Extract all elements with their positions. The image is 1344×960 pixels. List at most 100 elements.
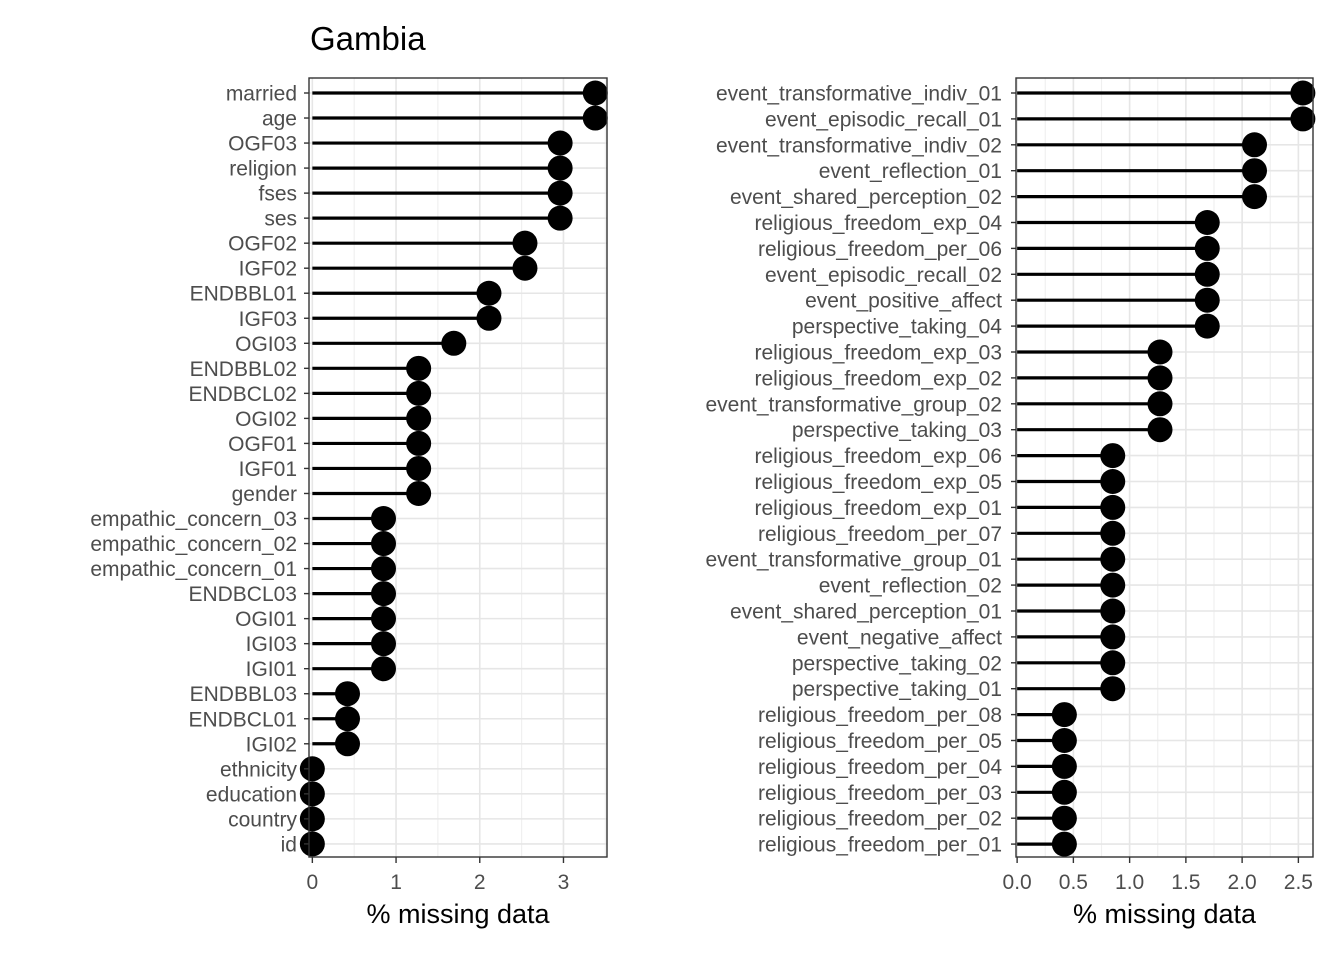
chart-title: Gambia: [310, 20, 426, 57]
data-point: [371, 631, 396, 657]
y-tick-label: perspective_taking_03: [792, 419, 1002, 442]
panel-border: [1015, 77, 1314, 858]
y-tick-label: OGI01: [235, 608, 297, 631]
data-point: [406, 380, 432, 406]
data-point: [1100, 598, 1126, 624]
data-point: [1194, 287, 1220, 313]
y-tick-label: gender: [232, 483, 297, 506]
y-tick-label: religious_freedom_exp_03: [755, 342, 1003, 365]
data-point: [406, 455, 432, 481]
x-tick-label: 0: [307, 871, 319, 894]
data-point: [1051, 728, 1077, 753]
y-tick-label: IGF02: [239, 258, 297, 281]
data-point: [1100, 572, 1126, 598]
y-tick-label: religious_freedom_exp_06: [755, 445, 1003, 468]
y-tick-label: event_transformative_group_02: [705, 393, 1002, 416]
data-point: [1147, 417, 1173, 443]
data-point: [1194, 313, 1220, 339]
y-tick-label: event_shared_perception_02: [730, 186, 1002, 209]
y-tick-label: ENDBCL01: [188, 708, 297, 731]
data-point: [1100, 520, 1126, 546]
y-tick-label: IGF01: [239, 458, 297, 481]
x-tick-label: 2.5: [1284, 871, 1313, 894]
x-tick-label: 3: [558, 871, 570, 894]
y-tick-label: IGF03: [239, 308, 297, 331]
data-point: [582, 105, 608, 131]
data-point: [299, 806, 325, 832]
y-tick-label: age: [262, 108, 297, 131]
y-tick-label: event_reflection_02: [819, 575, 1002, 598]
data-point: [335, 706, 361, 732]
y-tick-label: religious_freedom_exp_05: [755, 471, 1003, 494]
y-tick-label: ENDBCL02: [188, 383, 297, 406]
y-tick-label: perspective_taking_02: [792, 652, 1002, 675]
data-point: [406, 480, 432, 506]
data-point: [547, 180, 573, 206]
data-point: [547, 205, 573, 231]
data-point: [1051, 779, 1077, 805]
y-tick-label: event_transformative_group_01: [705, 549, 1002, 572]
data-point: [476, 305, 502, 331]
y-tick-label: country: [228, 808, 297, 831]
data-point: [1290, 106, 1316, 132]
y-tick-label: event_episodic_recall_01: [765, 108, 1002, 131]
data-point: [299, 781, 325, 807]
chart-panel-1: marriedageOGF03religionfsessesOGF02IGF02…: [90, 77, 608, 929]
panel-border: [308, 77, 608, 858]
data-point: [1242, 184, 1267, 210]
y-tick-label: empathic_concern_03: [90, 508, 297, 531]
y-tick-label: IGI03: [246, 633, 297, 656]
y-tick-label: ses: [264, 208, 297, 231]
data-point: [1147, 365, 1173, 391]
data-point: [371, 556, 396, 582]
data-point: [1100, 624, 1126, 650]
y-tick-label: event_negative_affect: [797, 626, 1002, 649]
data-point: [371, 581, 396, 607]
data-point: [1100, 469, 1126, 494]
x-axis-title: % missing data: [366, 899, 550, 929]
data-point: [1051, 831, 1077, 857]
y-tick-label: religious_freedom_per_04: [758, 756, 1002, 779]
y-tick-label: ENDBCL03: [188, 583, 297, 606]
data-point: [1051, 753, 1077, 779]
y-tick-label: fses: [258, 183, 297, 206]
y-tick-label: ENDBBL02: [190, 358, 297, 381]
x-axis-title: % missing data: [1073, 899, 1257, 929]
y-tick-label: event_positive_affect: [805, 290, 1002, 313]
data-point: [1242, 132, 1267, 158]
y-tick-label: perspective_taking_01: [792, 678, 1002, 701]
data-point: [406, 430, 432, 456]
y-tick-label: religious_freedom_per_08: [758, 704, 1002, 727]
data-point: [1242, 158, 1267, 184]
y-tick-label: empathic_concern_01: [90, 558, 297, 581]
y-tick-label: married: [226, 83, 297, 106]
y-tick-label: OGI02: [235, 408, 297, 431]
y-tick-label: religious_freedom_exp_02: [755, 367, 1003, 390]
y-tick-label: ENDBBL03: [190, 683, 297, 706]
data-point: [441, 330, 467, 356]
y-tick-label: OGF02: [228, 233, 297, 256]
y-tick-label: religious_freedom_per_06: [758, 238, 1002, 261]
data-point: [1194, 261, 1220, 287]
data-point: [547, 155, 573, 181]
data-point: [1100, 650, 1126, 676]
y-tick-label: empathic_concern_02: [90, 533, 297, 556]
data-point: [371, 506, 396, 532]
y-tick-label: religious_freedom_per_05: [758, 730, 1002, 753]
data-point: [371, 606, 396, 632]
y-tick-label: id: [281, 833, 297, 856]
data-point: [1051, 702, 1077, 728]
y-tick-label: perspective_taking_04: [792, 316, 1002, 339]
data-point: [1051, 805, 1077, 831]
data-point: [406, 355, 432, 381]
x-tick-label: 2.0: [1228, 871, 1257, 894]
data-point: [547, 130, 573, 156]
y-tick-label: IGI02: [246, 733, 297, 756]
y-tick-label: religious_freedom_per_01: [758, 834, 1002, 857]
y-tick-label: IGI01: [246, 658, 297, 681]
y-tick-label: religious_freedom_per_07: [758, 523, 1002, 546]
data-point: [1194, 210, 1220, 235]
data-point: [1194, 235, 1220, 261]
y-tick-label: event_shared_perception_01: [730, 601, 1002, 624]
